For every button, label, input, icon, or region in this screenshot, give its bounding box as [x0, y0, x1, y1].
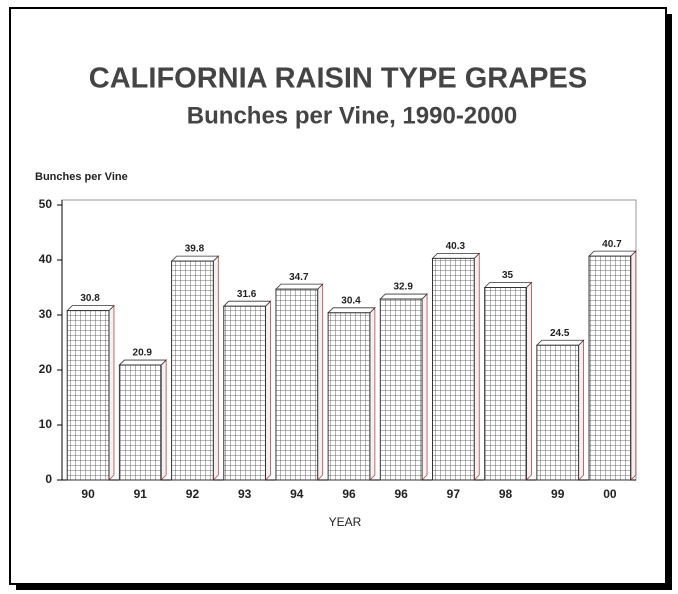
value-label: 20.9 [133, 348, 153, 359]
bar [431, 252, 481, 481]
chart-title: CALIFORNIA RAISIN TYPE GRAPES [89, 63, 587, 95]
value-label: 32.9 [393, 282, 413, 293]
bar [170, 255, 220, 481]
frame [9, 7, 667, 585]
y-axis-label: Bunches per Vine [35, 171, 128, 183]
value-label: 30.8 [80, 293, 100, 304]
x-tick-label: 94 [290, 487, 304, 501]
bar-front [118, 364, 162, 481]
bar [274, 283, 324, 481]
bar-side [526, 281, 532, 481]
bar-top [222, 300, 272, 307]
x-tick-label: 96 [395, 487, 409, 501]
bar-side [369, 306, 376, 481]
value-label: 31.6 [237, 289, 257, 300]
bar-front [588, 255, 632, 481]
x-tick-label: 91 [134, 487, 148, 501]
y-tick-label: 20 [39, 362, 53, 376]
bar-front [327, 312, 371, 481]
y-tick-label: 0 [45, 472, 52, 486]
bar-side [160, 359, 167, 481]
bar [66, 304, 115, 481]
bar-front [484, 287, 527, 481]
bar-top [588, 250, 637, 257]
value-label: 35 [502, 270, 514, 281]
bar-front [536, 344, 580, 481]
y-tick-label: 10 [39, 417, 53, 431]
x-tick-label: 96 [342, 487, 356, 501]
bar-front [223, 305, 267, 481]
value-label: 40.3 [446, 241, 466, 252]
bar-side [630, 250, 637, 481]
y-tick-label: 40 [39, 252, 53, 266]
bar-side [108, 304, 115, 481]
bar-top [327, 307, 376, 314]
x-tick-label: 92 [186, 487, 200, 501]
bar [222, 300, 272, 481]
x-tick-label: 99 [551, 487, 565, 501]
x-tick-label: 93 [238, 487, 252, 501]
bar [327, 306, 376, 481]
value-label: 24.5 [550, 328, 570, 339]
x-tick-label: 97 [447, 487, 461, 501]
y-tick-label: 30 [39, 307, 53, 321]
bar-front [66, 310, 110, 481]
value-label: 39.8 [185, 244, 205, 255]
bar-front [431, 257, 475, 481]
y-tick-label: 50 [39, 197, 53, 211]
x-tick-label: 90 [81, 487, 95, 501]
bar-top [170, 255, 220, 262]
x-tick-label: 98 [499, 487, 513, 501]
bar [379, 293, 429, 481]
bar [483, 281, 533, 481]
value-label: 30.4 [341, 295, 361, 306]
value-label: 34.7 [289, 272, 309, 283]
value-label: 40.7 [602, 239, 622, 250]
bar-front [275, 288, 319, 481]
bar-top [431, 252, 481, 259]
bar-side [212, 255, 219, 481]
bar-top [379, 293, 429, 300]
bar [588, 250, 637, 481]
bar-side [317, 283, 324, 481]
bar-side [473, 252, 480, 481]
bar [535, 339, 585, 481]
bar-side [578, 339, 584, 481]
bar-front [171, 260, 214, 481]
bar-top [274, 283, 324, 290]
bar-side [265, 300, 271, 481]
bar-top [483, 282, 533, 288]
bar [118, 359, 168, 481]
bar-front [379, 298, 423, 481]
x-axis-label: YEAR [329, 515, 362, 529]
bar-side [421, 293, 428, 481]
bar-top [118, 359, 168, 366]
bar-top [535, 339, 585, 346]
chart-subtitle: Bunches per Vine, 1990-2000 [187, 102, 517, 129]
bar-top [66, 305, 115, 312]
x-tick-label: 00 [603, 487, 617, 501]
